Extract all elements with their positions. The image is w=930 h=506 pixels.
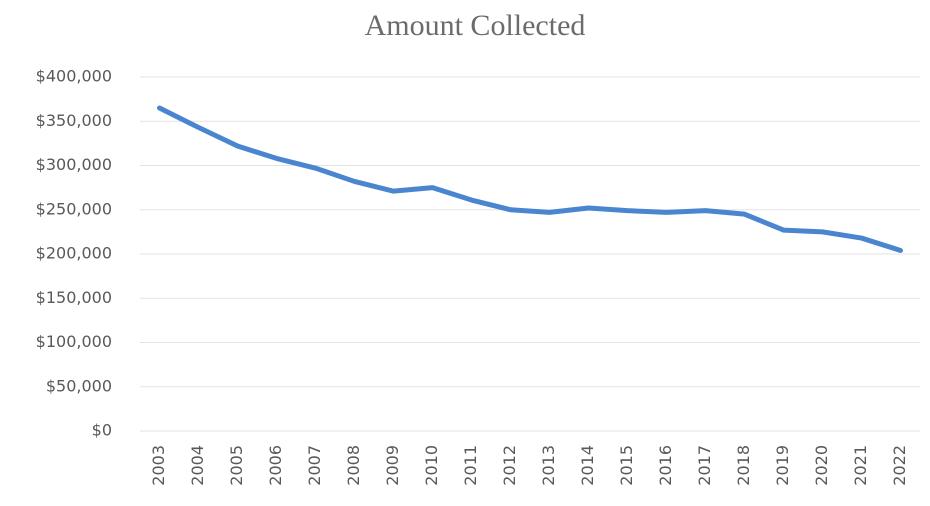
x-tick-label: 2016 [656, 445, 675, 486]
x-tick-label: 2004 [188, 445, 207, 486]
x-tick-label: 2019 [773, 445, 792, 486]
x-tick-label: 2011 [461, 445, 480, 486]
y-tick-label: $0 [92, 421, 112, 440]
y-tick-label: $350,000 [36, 111, 112, 130]
x-tick-label: 2014 [578, 445, 597, 486]
x-tick-label: 2017 [695, 445, 714, 486]
data-line [157, 105, 903, 253]
y-tick-label: $200,000 [36, 244, 112, 263]
y-tick-label: $150,000 [36, 288, 112, 307]
x-tick-label: 2006 [266, 445, 285, 486]
x-tick-label: 2008 [344, 445, 363, 486]
x-tick-label: 2022 [890, 445, 909, 486]
y-tick-label: $400,000 [36, 67, 112, 86]
x-tick-label: 2005 [227, 445, 246, 486]
x-tick-label: 2013 [539, 445, 558, 486]
x-tick-label: 2009 [383, 445, 402, 486]
x-tick-label: 2003 [149, 445, 168, 486]
x-tick-label: 2007 [305, 445, 324, 486]
y-tick-label: $250,000 [36, 199, 112, 218]
x-tick-label: 2018 [734, 445, 753, 486]
x-tick-label: 2015 [617, 445, 636, 486]
y-tick-label: $300,000 [36, 155, 112, 174]
chart-title: Amount Collected [365, 9, 586, 42]
x-tick-label: 2021 [851, 445, 870, 486]
y-tick-label: $50,000 [46, 376, 112, 395]
x-tick-label: 2020 [812, 445, 831, 486]
x-tick-label: 2012 [500, 445, 519, 486]
x-tick-label: 2010 [422, 445, 441, 486]
y-tick-label: $100,000 [36, 332, 112, 351]
